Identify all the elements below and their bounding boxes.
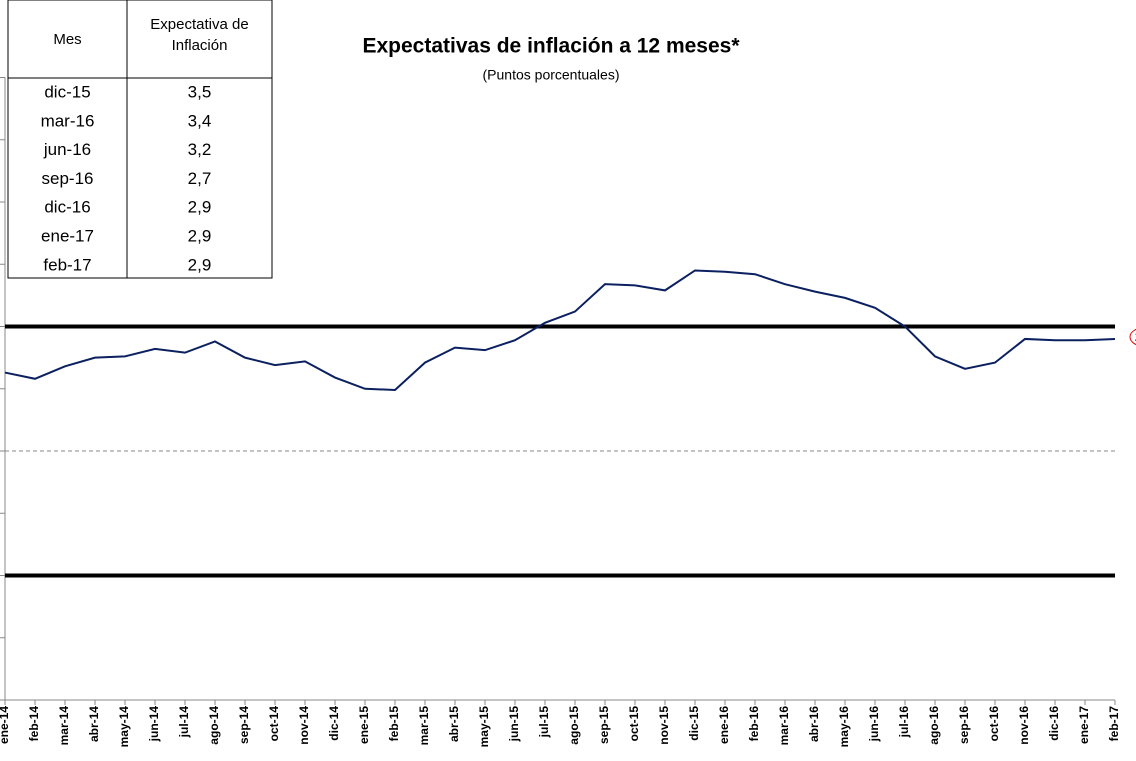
table-cell: dic-15: [44, 82, 90, 101]
label-outline: [1129, 328, 1136, 346]
x-tick-label: ene-16: [717, 706, 731, 744]
x-tick-label: feb-14: [27, 706, 41, 742]
table-cell: jun-16: [43, 140, 91, 159]
x-tick-label: ene-14: [0, 706, 11, 744]
table-cell: 3,2: [188, 140, 212, 159]
x-tick-label: feb-16: [747, 706, 761, 742]
table-header-box: Expectativa de Inflación: [150, 16, 249, 54]
x-tick-label: sep-14: [237, 706, 251, 744]
x-tick-label: sep-16: [957, 706, 971, 744]
x-tick-label: nov-15: [657, 706, 671, 745]
table-cell: 2,9: [188, 226, 212, 245]
x-tick-label: dic-14: [327, 706, 341, 741]
data-table: Mes Expectativa de Inflación dic-15 3,5 mar-…: [7, 0, 273, 279]
table-cell: 2,9: [188, 198, 212, 217]
chart-title: Expectativas de inflación a 12 meses*: [362, 35, 740, 58]
table-cell: mar-16: [41, 111, 95, 130]
x-tick-label: ene-17: [1077, 706, 1091, 744]
x-tick-label: may-15: [477, 706, 491, 748]
x-tick-label: ago-14: [207, 706, 221, 745]
x-tick-label: abr-14: [87, 706, 101, 742]
x-tick-label: mar-16: [777, 706, 791, 746]
x-tick-label: jul-14: [177, 706, 191, 739]
x-tick-label: jun-14: [147, 706, 161, 743]
x-tick-label: mar-15: [417, 706, 431, 746]
x-tick-label: jun-15: [507, 706, 521, 743]
table-cell: ene-17: [41, 226, 94, 245]
x-tick-label: mar-14: [57, 706, 71, 746]
x-tick-label: abr-16: [807, 706, 821, 742]
x-tick-label: nov-14: [297, 706, 311, 745]
table-cell: 3,5: [188, 82, 212, 101]
x-tick-label: may-14: [117, 706, 131, 748]
x-tick-label: abr-15: [447, 706, 461, 742]
table-cell: 3,4: [188, 111, 212, 130]
x-tick-label: dic-15: [687, 706, 701, 741]
table-frame: [7, 0, 273, 279]
table-cell: feb-17: [43, 255, 91, 274]
table-cell: 2,7: [188, 169, 212, 188]
table-cell: 2,9: [188, 255, 212, 274]
table-cell: sep-16: [42, 169, 94, 188]
x-tick-label: feb-15: [387, 706, 401, 742]
table-header: Mes: [53, 31, 81, 48]
x-tick-label: feb-17: [1107, 706, 1121, 742]
x-tick-label: may-16: [837, 706, 851, 748]
x-tick-label: ago-16: [927, 706, 941, 745]
series-line: [4, 269, 1116, 392]
table-header: Expectativa de Inflación: [150, 16, 249, 54]
x-tick-label: nov-16: [1017, 706, 1031, 745]
x-tick-label: ene-15: [357, 706, 371, 744]
x-tick-label: sep-15: [597, 706, 611, 744]
x-tick-label: ago-15: [567, 706, 581, 745]
table-cell: dic-16: [44, 198, 90, 217]
x-tick-label: jul-15: [537, 706, 551, 739]
chart-subtitle: (Puntos porcentuales): [483, 67, 620, 83]
x-tick-label: oct-14: [267, 706, 281, 742]
x-tick-label: dic-16: [1047, 706, 1061, 741]
x-tick-label: jun-16: [867, 706, 881, 743]
x-tick-label: oct-15: [627, 706, 641, 742]
x-tick-label: jul-16: [897, 706, 911, 739]
x-tick-label: oct-16: [987, 706, 1001, 742]
